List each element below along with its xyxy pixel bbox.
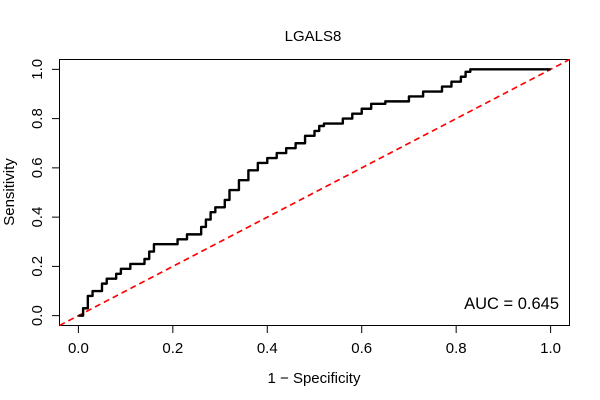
x-axis: 0.0 0.2 0.4 0.6 0.8 1.0 [68,325,561,357]
y-tick-label: 1.0 [29,59,46,80]
y-tick-label: 0.8 [29,108,46,129]
diagonal-reference-line [59,58,570,327]
roc-curve [78,68,551,317]
roc-curve-layer [78,68,551,317]
x-tick-label: 0.4 [257,340,278,357]
x-tick-label: 0.8 [446,340,467,357]
x-tick-label: 0.2 [162,340,183,357]
diagonal-reference-layer [59,58,570,327]
x-axis-label: 1 − Specificity [268,370,361,387]
plot-area [59,59,570,326]
x-tick-label: 0.6 [351,340,372,357]
x-tick-label: 1.0 [540,340,561,357]
y-tick-label: 0.4 [29,207,46,228]
y-tick-label: 0.2 [29,256,46,277]
y-tick-label: 0.0 [29,305,46,326]
x-tick-label: 0.0 [68,340,89,357]
y-axis: 0.0 0.2 0.4 0.6 0.8 1.0 [29,59,60,326]
chart-title: LGALS8 [285,28,342,45]
y-axis-label: Sensitivity [1,158,18,226]
y-tick-label: 0.6 [29,157,46,178]
auc-annotation: AUC = 0.645 [464,295,559,313]
